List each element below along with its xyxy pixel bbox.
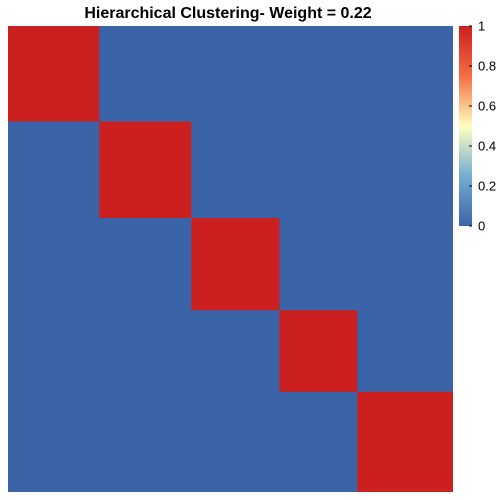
chart-title: Hierarchical Clustering- Weight = 0.22 — [84, 5, 371, 22]
colorbar-gradient — [459, 26, 472, 226]
colorbar-tick-label: 0.2 — [478, 179, 496, 194]
colorbar-ticks: 0 0.2 0.4 0.6 0.8 1 — [469, 19, 496, 234]
colorbar-tick-label: 1 — [478, 19, 485, 34]
colorbar-tick-label: 0.4 — [478, 139, 496, 154]
colorbar-tick-label: 0.8 — [478, 59, 496, 74]
heatmap-cluster-block-4 — [279, 310, 358, 392]
heatmap-plot-area — [8, 26, 453, 492]
colorbar-tick-label: 0.6 — [478, 99, 496, 114]
colorbar-legend: 0 0.2 0.4 0.6 0.8 1 — [459, 19, 496, 234]
colorbar-tick-label: 0 — [478, 219, 485, 234]
heatmap-cluster-block-5 — [357, 391, 453, 492]
heatmap-cluster-block-2 — [99, 121, 192, 218]
heatmap-cluster-block-1 — [8, 26, 100, 122]
heatmap-cluster-block-3 — [191, 217, 280, 311]
